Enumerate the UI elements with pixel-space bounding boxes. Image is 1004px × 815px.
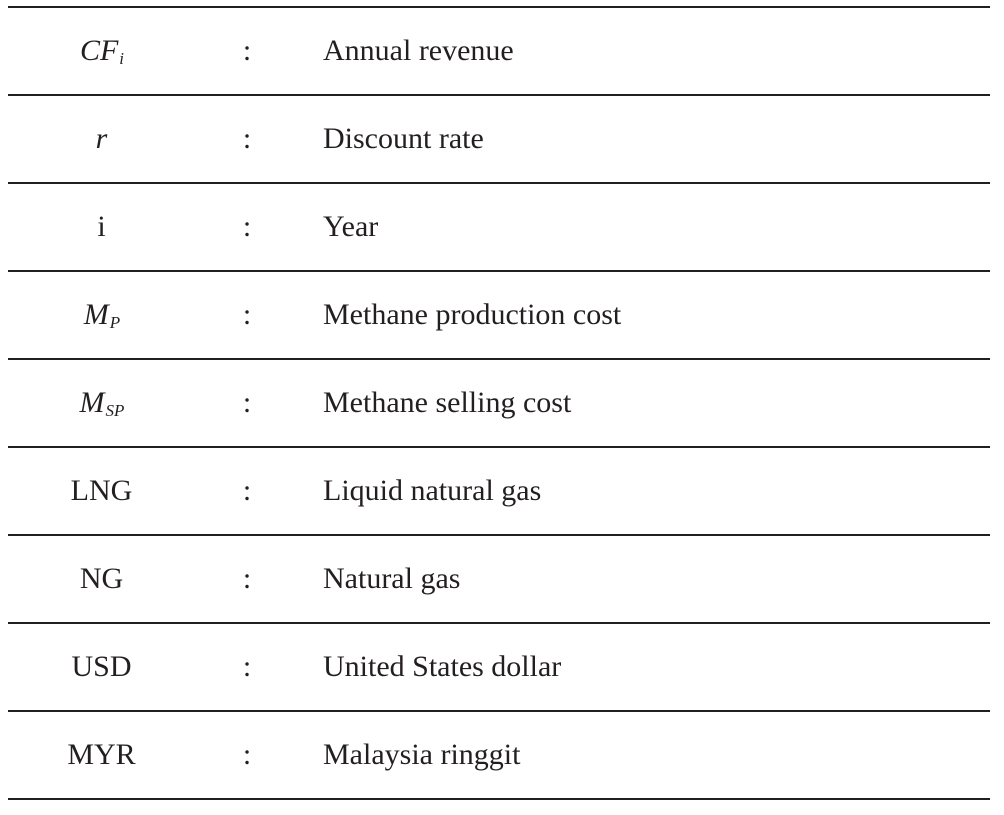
row-divider [8, 534, 990, 536]
symbol-subscript: SP [105, 401, 125, 420]
table-row: i : Year [8, 184, 990, 270]
separator: : [242, 298, 252, 331]
row-divider [8, 358, 990, 360]
description: Annual revenue [323, 34, 514, 67]
table-bottom-rule [8, 798, 990, 800]
separator: : [242, 34, 252, 67]
symbol-cell: r [8, 96, 196, 182]
symbol: USD [71, 650, 132, 683]
separator: : [242, 562, 252, 595]
table-row: M SP : Methane selling cost [8, 360, 990, 446]
symbol-cell: CF i [8, 8, 196, 94]
symbol: MYR [67, 738, 136, 771]
table-row: MYR : Malaysia ringgit [8, 712, 990, 798]
table-row: USD : United States dollar [8, 624, 990, 710]
table-top-rule [8, 6, 990, 8]
row-divider [8, 94, 990, 96]
separator: : [242, 738, 252, 771]
symbol: LNG [70, 474, 133, 507]
separator: : [242, 386, 252, 419]
description: United States dollar [323, 650, 562, 683]
symbol: NG [79, 562, 124, 595]
symbol: M [83, 298, 109, 331]
symbol: M [79, 386, 105, 419]
table-row: r : Discount rate [8, 96, 990, 182]
separator: : [242, 122, 252, 155]
table-row: CF i : Annual revenue [8, 8, 990, 94]
row-divider [8, 710, 990, 712]
symbol-cell: M SP [8, 360, 196, 446]
symbol-cell: MYR [8, 712, 196, 798]
symbol-cell: i [8, 184, 196, 270]
description: Discount rate [323, 122, 484, 155]
symbol: CF [79, 34, 119, 67]
symbol-subscript: P [109, 313, 121, 332]
row-divider [8, 622, 990, 624]
symbol-cell: LNG [8, 448, 196, 534]
description: Year [323, 210, 379, 243]
symbol-cell: NG [8, 536, 196, 622]
description: Natural gas [323, 562, 461, 595]
separator: : [242, 474, 252, 507]
row-divider [8, 446, 990, 448]
row-divider [8, 270, 990, 272]
description: Malaysia ringgit [323, 738, 521, 771]
symbol-subscript: i [119, 49, 125, 68]
separator: : [242, 650, 252, 683]
nomenclature-table: CF i : Annual revenue r : Discount rate i… [8, 6, 990, 800]
symbol: r [95, 122, 108, 155]
table-row: NG : Natural gas [8, 536, 990, 622]
description: Methane selling cost [323, 386, 572, 419]
description: Liquid natural gas [323, 474, 542, 507]
separator: : [242, 210, 252, 243]
symbol-cell: USD [8, 624, 196, 710]
symbol: i [97, 210, 106, 243]
description: Methane production cost [323, 298, 622, 331]
row-divider [8, 182, 990, 184]
table-row: LNG : Liquid natural gas [8, 448, 990, 534]
